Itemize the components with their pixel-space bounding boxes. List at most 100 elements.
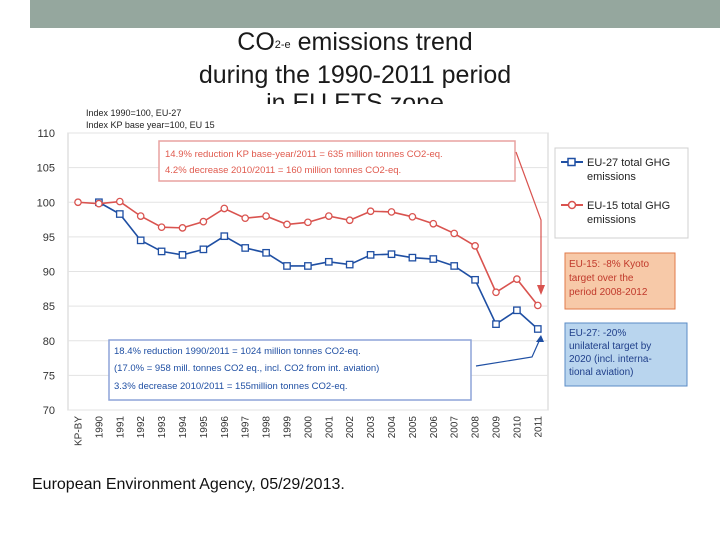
slide-top-bar-notch [0,0,30,28]
eu27-data-point [178,251,187,259]
eu15-data-point [220,204,229,213]
slide-title-line-1: CO2-e emissions trend [170,28,540,61]
y-tick-label: 70 [43,405,55,417]
eu15-data-point [492,288,500,297]
eu15-data-point [471,242,479,250]
eu15-target-line-2: target over the [569,273,634,284]
eu27-data-point [533,325,542,333]
eu15-data-point [74,198,82,207]
x-tick-label: 1996 [220,416,231,439]
x-tick-label: 1991 [115,416,126,439]
top-annotation-line-2: 4.2% decrease 2010/2011 = 160 million to… [165,165,401,176]
eu27-data-point [513,306,521,315]
eu27-data-point [408,253,417,262]
eu15-data-point [324,212,333,220]
x-tick-label: 1997 [241,416,252,439]
top-annotation-box [158,140,516,182]
top-annotation-line-1: 14.9% reduction KP base-year/2011 = 635 … [165,149,443,160]
legend-eu27-label-1: EU-27 total GHG [587,157,670,169]
title-co: CO [237,28,275,56]
eu27-data-point [471,275,479,284]
y-tick-label: 75 [43,370,55,382]
x-tick-label: 2010 [512,416,523,439]
title-subscript: 2-e [274,39,291,51]
x-axis-ticks: KP-BY 1990 1991 1992 1993 1994 1995 1996 1997 199… [74,416,545,446]
eu15-data-point [283,220,291,229]
x-tick-label: 2005 [408,416,419,439]
eu15-data-point [387,208,396,216]
y-tick-label: 85 [43,301,55,313]
eu27-data-point [492,320,500,328]
index-note-eu15: Index KP base year=100, EU 15 [86,120,215,130]
legend-eu15-swatch-marker [567,200,577,210]
slide-title-line-2: during the 1990-2011 period [198,61,512,89]
eu27-data-point [115,210,124,218]
x-tick-label: 2000 [303,416,314,439]
legend-eu27-label-2: emissions [587,171,636,183]
x-tick-label: 1993 [157,416,168,439]
x-tick-label: 2004 [387,416,398,439]
eu27-data-point [157,247,166,256]
x-tick-label: 2003 [366,416,377,439]
bottom-annotation-line-3: 3.3% decrease 2010/2011 = 155million ton… [114,381,348,392]
title-rest: emissions trend [290,28,473,56]
eu15-data-point [178,224,187,232]
x-tick-label: 2002 [345,416,356,439]
eu15-data-point [304,218,312,227]
eu27-data-point [429,255,438,263]
eu27-data-point [304,262,312,270]
eu15-data-point [115,197,124,206]
eu27-data-point [324,257,333,266]
eu15-data-point [136,212,145,220]
eu15-target-line-3: period 2008-2012 [569,287,648,298]
eu27-data-point [136,236,145,245]
eu27-target-line-2: unilateral target by [569,341,651,352]
eu15-target-box [564,252,676,310]
eu27-data-point [387,250,396,259]
y-tick-label: 95 [43,232,55,244]
legend-eu27-swatch-marker [567,157,576,167]
y-tick-label: 80 [43,336,55,348]
eu15-data-point [533,301,542,310]
eu15-data-point [95,199,103,208]
x-tick-label: 2009 [492,416,503,439]
eu27-target-line-1: EU-27: -20% [569,328,626,339]
eu15-data-point [241,214,250,223]
legend-eu15-label-1: EU-15 total GHG [587,200,670,212]
bottom-annotation-line-1: 18.4% reduction 1990/2011 = 1024 million… [114,346,361,357]
eu15-data-point [366,207,375,216]
y-tick-label: 90 [43,267,55,279]
series-line-eu27 [98,201,539,330]
x-tick-label: 2001 [324,416,335,439]
eu15-data-point [408,212,417,221]
x-tick-label: 2011 [533,416,544,438]
legend-eu15-label-2: emissions [587,214,636,226]
eu27-data-point [366,251,375,259]
bottom-annotation-box [108,339,472,401]
x-tick-label: KP-BY [74,416,85,446]
x-tick-label: 1999 [283,416,294,439]
bottom-annotation-line-2: (17.0% = 958 mill. tonnes CO2 eq., incl.… [114,363,379,374]
x-tick-label: 1990 [94,416,105,439]
eu27-target-box [564,322,688,387]
x-tick-label: 1994 [178,416,189,439]
eu27-data-point [262,248,270,257]
eu15-data-point [513,275,521,283]
x-tick-label: 1995 [199,416,210,439]
eu27-data-point [345,260,354,269]
x-tick-label: 2007 [450,416,461,439]
eu15-target-line-1: EU-15: -8% Kyoto [569,259,649,270]
eu15-arrow-head [537,285,545,295]
source-citation: European Environment Agency, 05/29/2013. [32,476,345,493]
y-tick-label: 105 [37,163,55,175]
eu27-arrow-head [536,335,544,342]
eu27-data-point [450,262,459,270]
eu27-data-point [241,244,250,252]
eu27-target-line-3: 2020 (incl. interna- [569,354,652,365]
y-tick-label: 100 [37,197,55,209]
x-tick-label: 1998 [262,416,273,439]
y-axis-ticks: 70 75 80 85 90 95 100 105 110 [37,128,55,417]
index-note-eu27: Index 1990=100, EU-27 [86,108,181,118]
eu15-data-point [345,216,354,225]
eu15-data-point [429,219,438,228]
